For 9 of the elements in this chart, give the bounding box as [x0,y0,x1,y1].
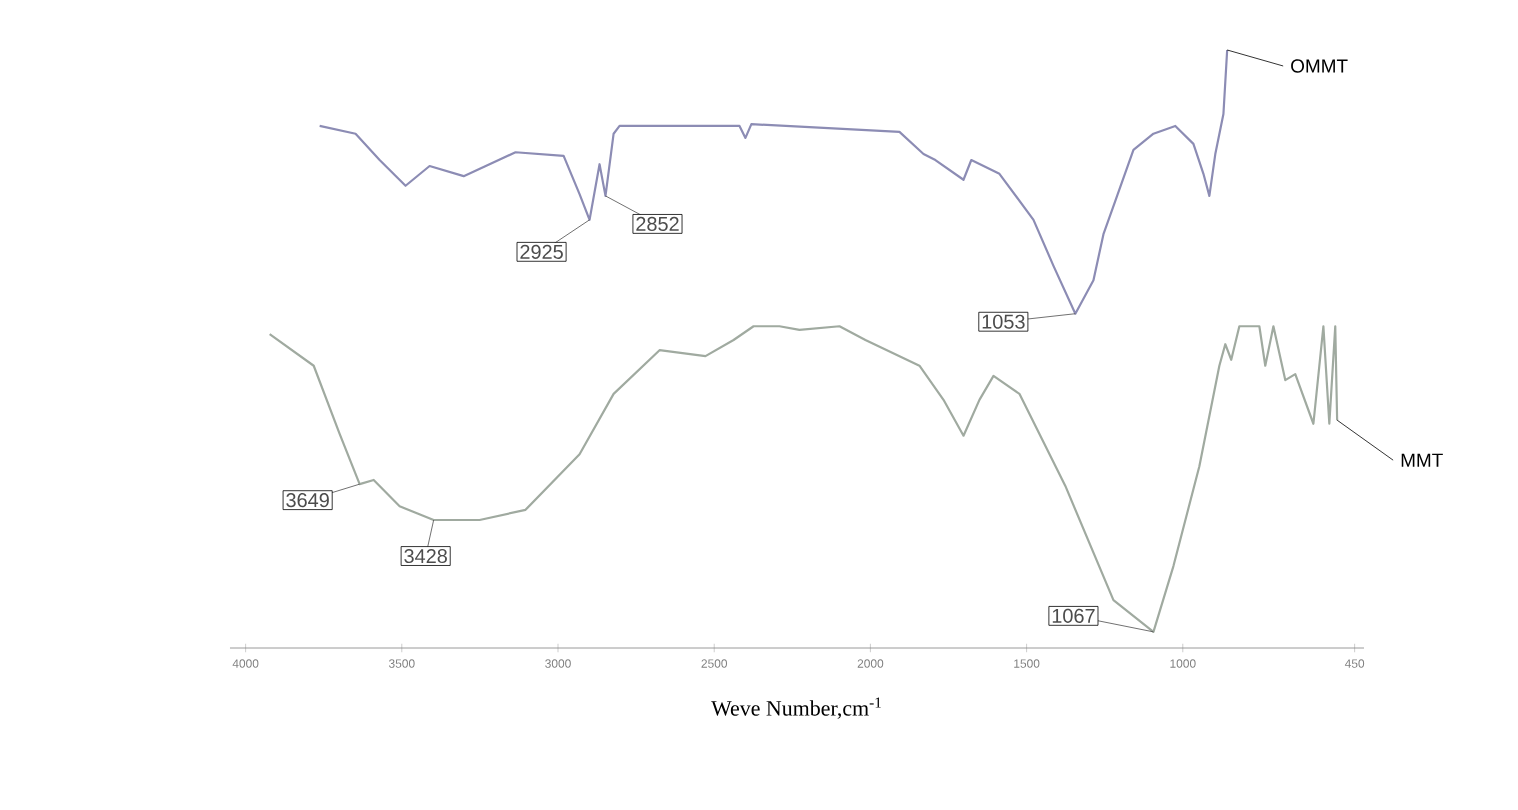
annotation: 2852 [636,216,679,231]
annotation: 1067 [1052,608,1095,623]
text: OMMT [1291,59,1348,73]
x-axis-title: Weve Number,cm$^{-1}$ [711,697,881,719]
annotation: 3649 [286,493,329,508]
text: MMT [1401,453,1443,467]
annotation: 1053 [982,314,1025,329]
annotation: 2925 [520,244,563,259]
annotation: 3428 [404,548,447,564]
